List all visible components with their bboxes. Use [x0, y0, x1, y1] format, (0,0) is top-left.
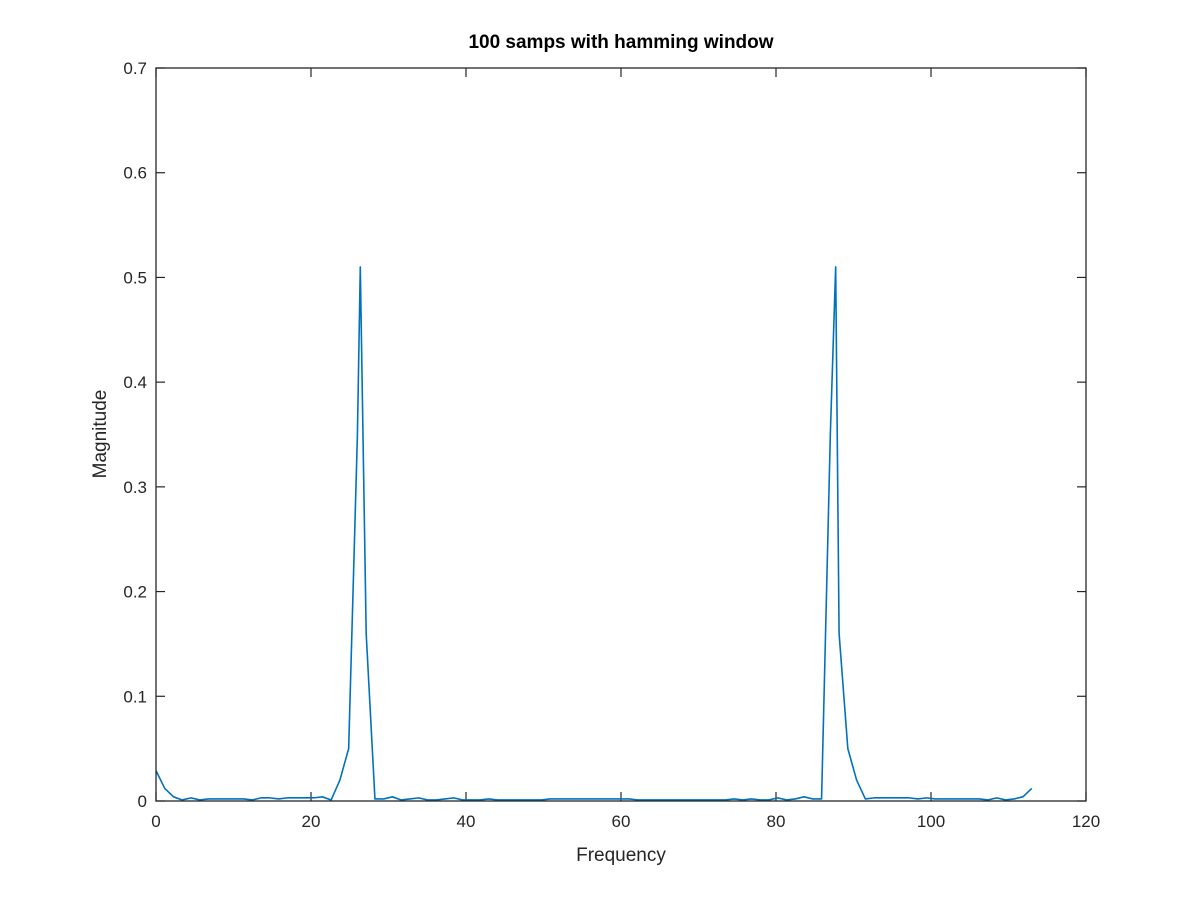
y-tick-label: 0 [138, 792, 147, 811]
y-tick-label: 0.3 [123, 478, 147, 497]
x-tick-labels: 0 20 40 60 80 100 120 [151, 812, 1100, 831]
x-tick-label: 60 [612, 812, 631, 831]
y-axis-label: Magnitude [90, 390, 111, 479]
plot-background [156, 68, 1086, 801]
y-tick-label: 0.7 [123, 59, 147, 78]
y-tick-labels: 0 0.1 0.2 0.3 0.4 0.5 0.6 0.7 [123, 59, 147, 811]
series-layer [155, 266, 1033, 801]
x-tick-label: 40 [457, 812, 476, 831]
chart-title: 100 samps with hamming window [468, 32, 773, 53]
y-tick-label: 0.2 [123, 583, 147, 602]
x-tick-label: 100 [917, 812, 945, 831]
series-line [155, 266, 1033, 801]
x-tick-label: 120 [1072, 812, 1100, 831]
y-tick-label: 0.6 [123, 164, 147, 183]
y-tick-label: 0.1 [123, 687, 147, 706]
plot-frame [155, 67, 1087, 802]
y-tick-label: 0.5 [123, 268, 147, 287]
x-tick-label: 0 [151, 812, 160, 831]
x-axis-label: Frequency [576, 845, 666, 866]
x-tick-label: 20 [302, 812, 321, 831]
x-tick-label: 80 [767, 812, 786, 831]
y-tick-label: 0.4 [123, 373, 147, 392]
